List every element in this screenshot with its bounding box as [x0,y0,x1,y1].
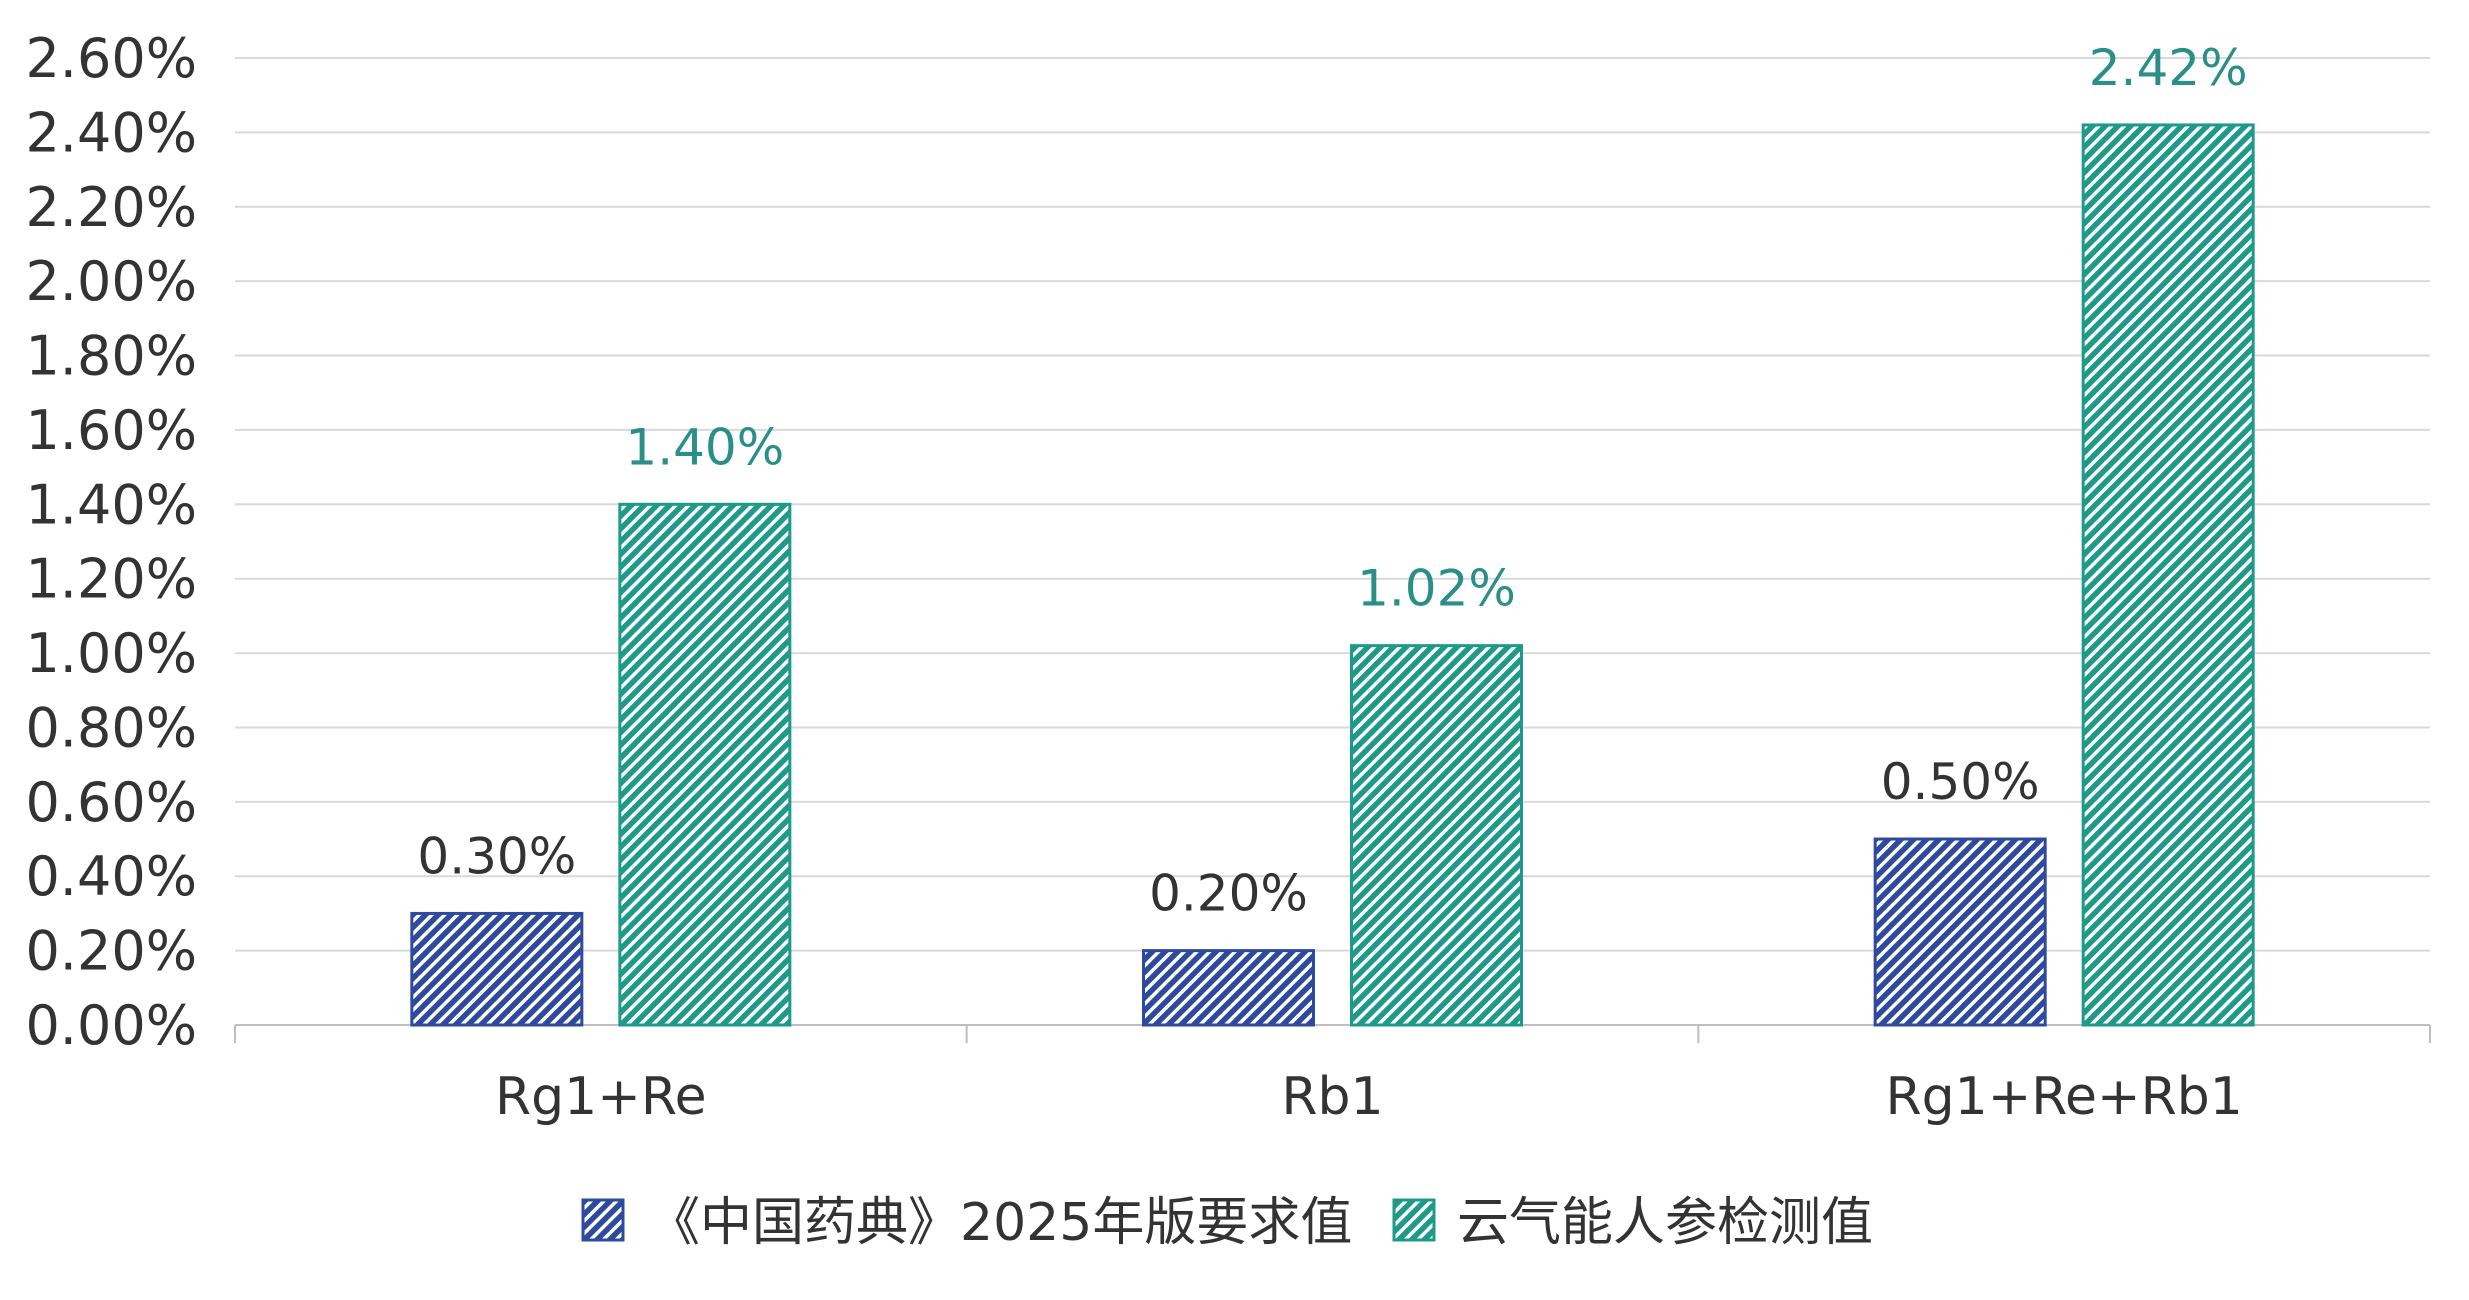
data-label: 1.40% [625,418,784,476]
data-label: 0.20% [1149,865,1308,923]
legend-label: 云气能人参检测值 [1457,1193,1873,1253]
bar [1142,949,1315,1027]
y-tick-label: 1.00% [25,622,197,685]
y-tick-label: 1.80% [25,325,197,388]
y-tick-label: 0.00% [25,994,197,1057]
legend-swatch [1392,1198,1436,1242]
y-tick-label: 2.40% [25,101,197,164]
legend-swatch [581,1198,625,1242]
data-label: 0.50% [1881,753,2040,811]
axes: 0.00% 0.20% 0.40% 0.60% 0.80% 1.00% 1.20% 1.40%… [25,27,2431,1127]
bar [410,911,584,1027]
y-tick-label: 2.00% [25,250,197,313]
y-tick-label: 2.60% [25,27,197,90]
y-tick-label: 2.20% [25,176,197,239]
legend-label: 《中国药典》2025年版要求值 [648,1193,1352,1253]
y-tick-label: 1.40% [25,473,197,536]
y-tick-label: 0.60% [25,771,197,834]
y-tick-label: 0.20% [25,920,197,983]
x-category-label: Rb1 [1281,1067,1383,1127]
bar [2081,123,2255,1027]
data-label: 2.42% [2089,39,2248,97]
y-tick-label: 0.80% [25,696,197,759]
x-category-label: Rg1+Re+Rb1 [1885,1067,2242,1127]
bar [1350,644,1523,1027]
bar [618,502,792,1027]
data-label: 1.02% [1357,560,1516,618]
data-labels: 0.30% 1.40% 0.20% 1.02% 0.50% 2.42% [417,39,2247,923]
gridlines [235,57,2430,952]
x-category-label: Rg1+Re [495,1067,707,1127]
y-tick-label: 1.20% [25,548,197,611]
y-tick-label: 1.60% [25,399,197,462]
data-label: 0.30% [417,827,576,885]
legend: 《中国药典》2025年版要求值 云气能人参检测值 [581,1193,1873,1253]
bars [410,123,2255,1027]
y-tick-label: 0.40% [25,845,197,908]
bar [1873,837,2047,1027]
